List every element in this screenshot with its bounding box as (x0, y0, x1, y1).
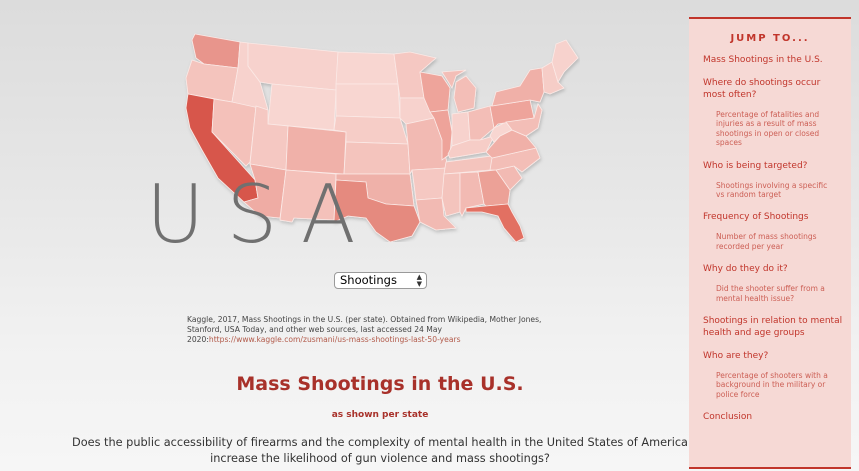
state-ar[interactable] (411, 167, 447, 201)
page-subtitle: as shown per state (331, 410, 429, 420)
metric-select-value: Shootings (340, 273, 397, 287)
state-fl[interactable] (465, 203, 525, 243)
usa-map[interactable] (180, 32, 580, 243)
state-me[interactable] (551, 39, 579, 83)
state-mid-atlantic[interactable] (505, 103, 543, 137)
state-ky[interactable] (447, 135, 495, 159)
metric-select[interactable]: Shootings ▲ ▼ (334, 272, 427, 289)
nav-sub-per-year[interactable]: Number of mass shootings recorded per ye… (716, 232, 817, 251)
sidebar-title: JUMP TO... (730, 33, 810, 44)
usa-map-svg (185, 33, 579, 243)
research-question: Does the public accessibility of firearm… (72, 436, 688, 465)
state-tx[interactable] (333, 179, 421, 243)
state-sd[interactable] (335, 83, 401, 119)
nav-sub-fatalities[interactable]: Percentage of fatalities and injuries as… (716, 110, 820, 148)
state-oh[interactable] (467, 105, 495, 141)
nav-targeted[interactable]: Who is being targeted? (703, 160, 808, 171)
nav-who[interactable]: Who are they? (703, 351, 769, 362)
state-co[interactable] (285, 125, 347, 175)
nav-frequency[interactable]: Frequency of Shootings (703, 212, 809, 223)
nav-conclusion[interactable]: Conclusion (703, 412, 753, 423)
nav-age-groups[interactable]: Shootings in relation to mental health a… (703, 316, 843, 339)
nav-sub-mental-health[interactable]: Did the shooter suffer from a mental hea… (716, 284, 825, 303)
nav-mass-shootings[interactable]: Mass Shootings in the U.S. (703, 55, 823, 65)
state-nc[interactable] (489, 147, 541, 173)
nav-where[interactable]: Where do shootings occur most often? (703, 78, 821, 100)
state-il[interactable] (429, 109, 453, 161)
page-title: Mass Shootings in the U.S. (236, 373, 524, 395)
state-ms[interactable] (441, 172, 461, 217)
usa-heading: USA (146, 168, 378, 261)
source-text: Kaggle, 2017, Mass Shootings in the U.S.… (187, 315, 542, 345)
state-nd[interactable] (335, 51, 399, 85)
select-arrows-icon: ▲ ▼ (416, 273, 422, 288)
state-wy[interactable] (267, 83, 337, 131)
source-link[interactable]: https://www.kaggle.com/zusmani/us-mass-s… (208, 335, 461, 345)
source-citation: Kaggle, 2017, Mass Shootings in the U.S.… (187, 315, 562, 346)
nav-sub-military[interactable]: Percentage of shooters with a background… (716, 371, 828, 399)
nav-why[interactable]: Why do they do it? (703, 264, 788, 275)
state-mi[interactable] (441, 69, 477, 113)
state-ny[interactable] (491, 67, 545, 107)
state-mt[interactable] (247, 42, 339, 91)
jump-to-sidebar: JUMP TO... Mass Shootings in the U.S. Wh… (689, 17, 851, 469)
nav-sub-target[interactable]: Shootings involving a specific vs random… (716, 180, 828, 200)
